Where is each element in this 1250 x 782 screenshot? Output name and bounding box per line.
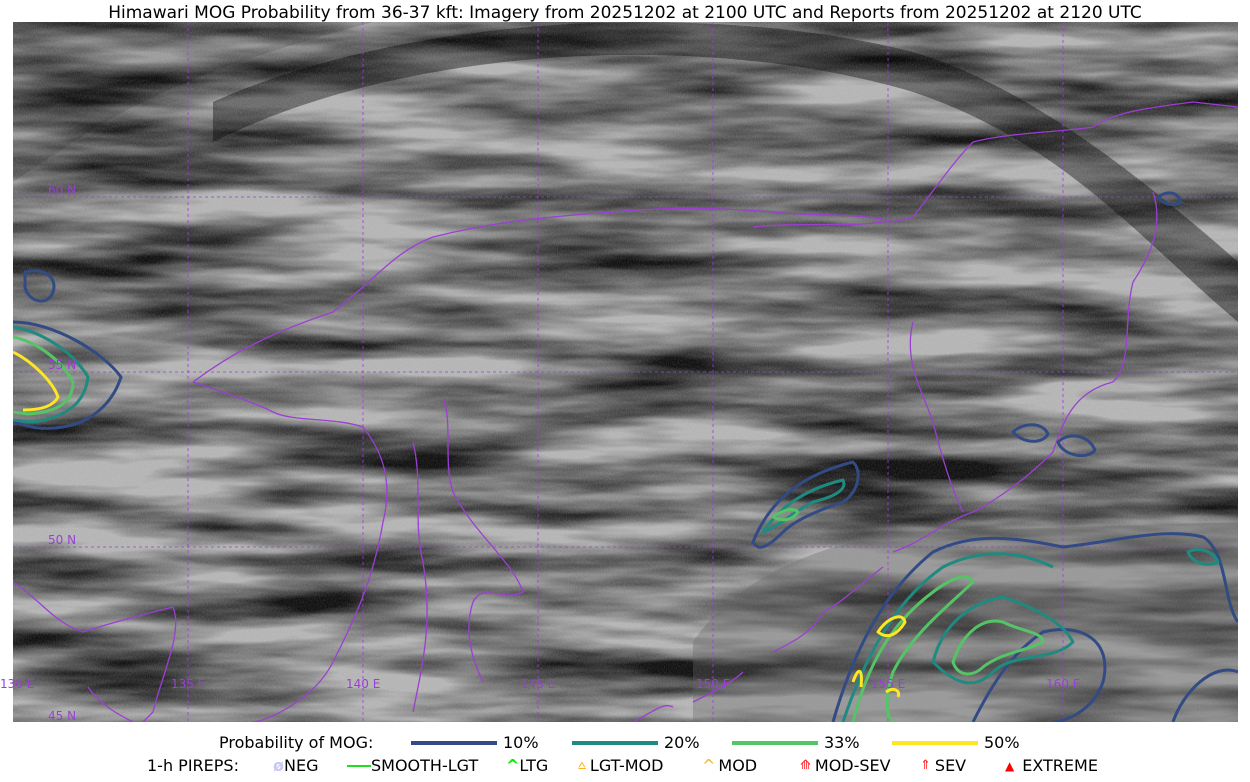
contour-20pct (1186, 548, 1220, 566)
lon-label: 155 E (871, 677, 906, 691)
lgt-mod-icon: ⩟ (578, 758, 586, 773)
extreme-icon: ▲ (1005, 758, 1015, 773)
contour-10pct (1171, 668, 1238, 722)
legend-item-neg: ø NEG (273, 756, 319, 775)
contour-20pct (761, 478, 846, 534)
contour-10pct (1011, 423, 1050, 443)
contour-10pct (1056, 434, 1097, 458)
legend-item-50pct: 50% (892, 733, 1020, 752)
legend-item-extreme: ▲ EXTREME (1005, 756, 1098, 775)
mod-icon: ^ (702, 756, 716, 775)
contour-33pct (771, 508, 800, 522)
legend-item-smooth-lgt: SMOOTH-LGT (347, 756, 478, 775)
legend-item-20pct: 20% (572, 733, 700, 752)
lon-label: 150 E (696, 677, 731, 691)
lon-label: 160 E (1046, 677, 1081, 691)
contour-10pct (1156, 191, 1183, 206)
contour-33pct (951, 619, 1045, 676)
pirep-legend-title: 1-h PIREPS: (147, 756, 239, 775)
legend-item-10pct: 10% (411, 733, 539, 752)
lat-label: 55 N (48, 358, 77, 372)
legend-item-sev: ⇑ SEV (920, 756, 967, 775)
graticule (13, 22, 1238, 722)
legend-item-33pct: 33% (732, 733, 860, 752)
contour-10pct (23, 269, 56, 303)
contour-10pct (831, 532, 1238, 722)
lat-label: 60 N (48, 183, 77, 197)
contour-50pct (851, 669, 863, 688)
contour-50pct (876, 615, 907, 638)
ltg-icon: ^ (506, 756, 520, 775)
contour-10pct (971, 627, 1107, 722)
lon-label: 130 E (0, 677, 35, 691)
neg-icon: ø (273, 756, 284, 775)
satellite-map (13, 22, 1238, 722)
contour-33pct (13, 335, 75, 416)
lon-label: 140 E (346, 677, 381, 691)
legend-item-lgt-mod: ⩟ LGT-MOD (578, 756, 664, 775)
contour-50pct (13, 350, 60, 412)
contour-20pct (13, 325, 90, 424)
sev-icon: ⇑ (920, 758, 931, 773)
contour-10pct (751, 460, 860, 549)
lat-label: 45 N (48, 709, 77, 723)
smooth-lgt-icon (347, 764, 371, 767)
contour-33pct (851, 575, 975, 722)
contour-50pct (885, 688, 901, 698)
contour-20pct (931, 595, 1075, 685)
probability-legend-title: Probability of MOG: (219, 733, 374, 752)
coastlines (13, 101, 1238, 722)
contour-10pct (13, 320, 123, 430)
legend-item-ltg: ^ LTG (506, 756, 549, 775)
mod-sev-icon: ⟰ (800, 758, 811, 773)
chart-title: Himawari MOG Probability from 36-37 kft:… (108, 3, 1142, 23)
legend-item-mod-sev: ⟰ MOD-SEV (800, 756, 891, 775)
lat-label: 50 N (48, 533, 77, 547)
lon-label: 135 E (171, 677, 206, 691)
lon-label: 145 E (521, 677, 556, 691)
mog-contours (13, 191, 1238, 722)
legend-item-mod: ^ MOD (702, 756, 758, 775)
